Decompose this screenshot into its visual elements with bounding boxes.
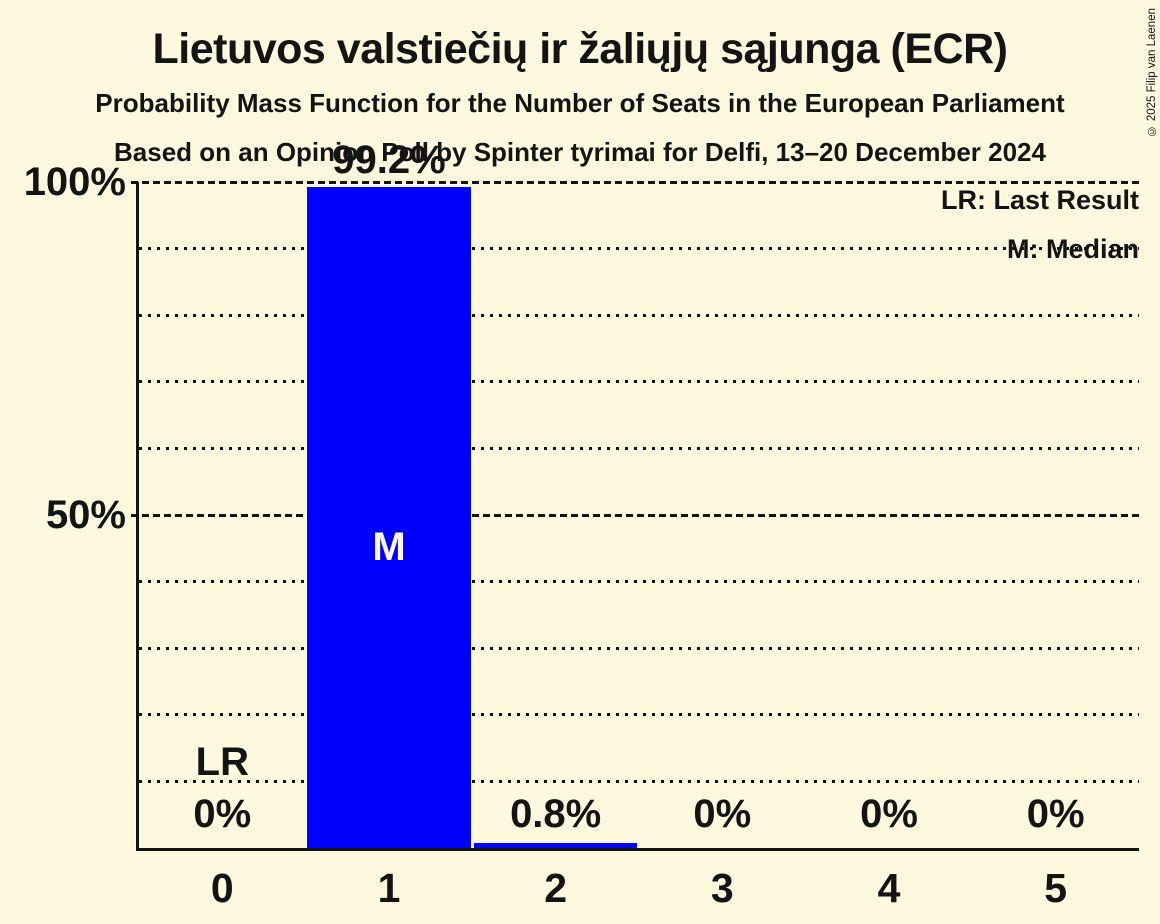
- y-tick-50: 50%: [45, 493, 126, 537]
- x-tick-1: 1: [377, 865, 401, 911]
- gridline-80: [139, 313, 1139, 317]
- bar-value-label-4: 0%: [860, 792, 918, 836]
- y-axis-line: [136, 182, 139, 851]
- x-tick-3: 3: [710, 865, 734, 911]
- last-result-marker: LR: [195, 740, 249, 784]
- gridline-100: [131, 180, 1139, 184]
- bar-seats-2: [474, 842, 638, 848]
- x-axis-line: [136, 848, 1139, 851]
- legend-last-result: LR: Last Result: [940, 185, 1139, 215]
- bar-value-label-1: 99.2%: [332, 138, 446, 183]
- gridline-20: [139, 713, 1139, 717]
- median-marker: M: [372, 525, 406, 569]
- chart-subtitle: Probability Mass Function for the Number…: [95, 88, 1065, 118]
- gridline-50: [131, 513, 1139, 517]
- y-tick-100: 100%: [23, 160, 126, 204]
- gridline-30: [139, 646, 1139, 650]
- x-tick-5: 5: [1044, 865, 1068, 911]
- plot-area: 0% 99.2% 0.8% 0% 0% 0% LR M: [131, 138, 1139, 851]
- gridline-90: [139, 247, 1139, 251]
- bar-value-label-2: 0.8%: [510, 792, 602, 836]
- gridline-70: [139, 380, 1139, 384]
- gridline-40: [139, 580, 1139, 584]
- copyright-label: © 2025 Filip van Laenen: [1146, 8, 1158, 137]
- bar-value-label-5: 0%: [1026, 792, 1085, 836]
- chart-source-subtitle: Based on an Opinion Poll by Spinter tyri…: [114, 137, 1046, 167]
- gridline-60: [139, 446, 1139, 450]
- gridline-10: [139, 779, 1139, 783]
- x-tick-4: 4: [877, 865, 901, 911]
- x-tick-0: 0: [210, 865, 234, 911]
- bar-value-label-0: 0%: [193, 792, 252, 836]
- bar-seats-1: [307, 187, 471, 848]
- bar-value-label-3: 0%: [693, 792, 752, 836]
- chart-title: Lietuvos valstiečių ir žaliųjų sąjunga (…: [152, 25, 1008, 73]
- x-tick-2: 2: [544, 865, 568, 911]
